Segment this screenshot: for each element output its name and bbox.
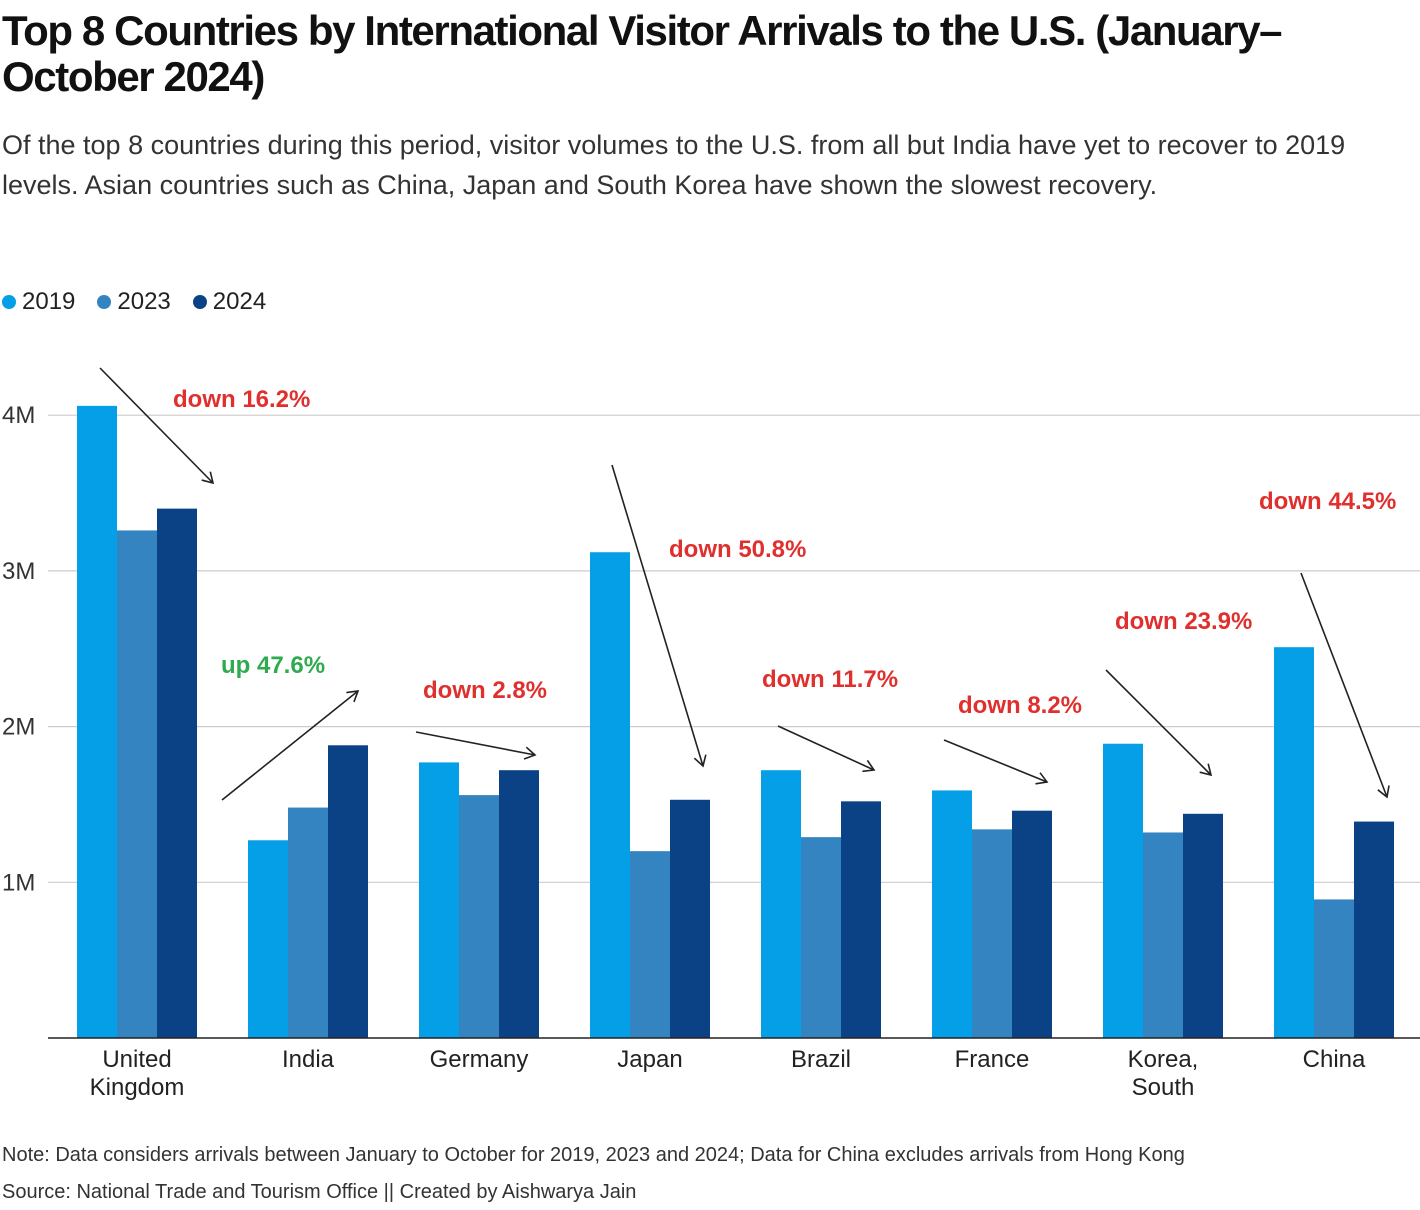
x-label-france: France: [955, 1046, 1030, 1073]
bar-korea-south-2019: [1103, 743, 1143, 1038]
bar-germany-2019: [419, 762, 459, 1038]
change-arrow-germany: [415, 731, 537, 760]
bar-japan-2024: [670, 799, 710, 1038]
legend-item-2023: 2023: [97, 288, 171, 316]
change-arrow-korea-south: [1105, 669, 1213, 777]
chart-note: Note: Data considers arrivals between Ja…: [2, 1144, 1185, 1166]
legend-label-2023: 2023: [117, 288, 171, 315]
bar-germany-2024: [499, 770, 539, 1038]
legend-label-2019: 2019: [22, 288, 76, 315]
bar-brazil-2019: [761, 770, 801, 1038]
change-label-japan: down 50.8%: [669, 536, 806, 563]
bar-united-kingdom-2019: [77, 405, 117, 1038]
bar-brazil-2023: [801, 837, 841, 1038]
change-arrow-japan: [611, 464, 707, 768]
change-label-korea-south: down 23.9%: [1115, 608, 1252, 635]
x-label-united-kingdom: United Kingdom: [90, 1046, 185, 1101]
x-label-brazil: Brazil: [791, 1046, 851, 1073]
y-tick-label-1m: 1M: [2, 869, 35, 896]
bar-united-kingdom-2024: [157, 508, 197, 1038]
change-arrow-united-kingdom: [99, 367, 215, 485]
bar-china-2024: [1354, 821, 1394, 1038]
bar-korea-south-2024: [1183, 813, 1223, 1038]
x-label-india: India: [282, 1046, 335, 1073]
legend-label-2024: 2024: [212, 288, 267, 315]
y-tick-label-3m: 3M: [2, 558, 35, 585]
bar-japan-2023: [630, 851, 670, 1038]
change-label-united-kingdom: down 16.2%: [173, 386, 310, 413]
bar-china-2023: [1314, 899, 1354, 1038]
change-label-china: down 44.5%: [1259, 488, 1396, 515]
x-label-germany: Germany: [430, 1046, 529, 1073]
legend: 2019 2023 2024: [2, 286, 288, 318]
y-tick-label-4m: 4M: [2, 402, 35, 429]
bar-india-2024: [328, 745, 368, 1038]
bar-france-2019: [932, 790, 972, 1038]
change-arrow-france: [943, 739, 1049, 785]
bar-chart: 1M 2M 3M 4M United Kingdom India Germany Japan Br…: [2, 367, 1420, 1101]
chart-source: Source: National Trade and Tourism Offic…: [2, 1181, 637, 1203]
bar-china-2019: [1274, 647, 1314, 1038]
bar-india-2023: [288, 807, 328, 1038]
change-label-brazil: down 11.7%: [762, 666, 898, 693]
bar-germany-2023: [459, 795, 499, 1038]
chart-subtitle: Of the top 8 countries during this perio…: [2, 130, 1346, 200]
change-label-india: up 47.6%: [221, 652, 325, 679]
bar-japan-2019: [590, 552, 630, 1038]
chart-title: Top 8 Countries by International Visitor…: [2, 7, 1283, 100]
change-label-france: down 8.2%: [958, 692, 1082, 719]
change-arrow-brazil: [777, 725, 876, 773]
legend-item-2024: 2024: [192, 288, 267, 316]
x-label-china: China: [1303, 1046, 1366, 1073]
bar-india-2019: [248, 840, 288, 1038]
x-label-korea-south: Korea, South: [1128, 1046, 1199, 1101]
bar-france-2024: [1012, 810, 1052, 1038]
legend-item-2019: 2019: [2, 288, 75, 316]
y-tick-label-2m: 2M: [2, 714, 35, 741]
bar-brazil-2024: [841, 801, 881, 1038]
legend-swatch-2024: [192, 295, 207, 309]
change-arrow-china: [1300, 572, 1390, 799]
change-label-germany: down 2.8%: [423, 677, 547, 704]
legend-swatch-2019: [2, 295, 16, 309]
change-arrow-india: [221, 690, 360, 801]
bar-korea-south-2023: [1143, 832, 1183, 1038]
legend-swatch-2023: [97, 295, 112, 309]
bar-united-kingdom-2023: [117, 530, 157, 1038]
x-label-japan: Japan: [617, 1046, 682, 1073]
bar-france-2023: [972, 829, 1012, 1038]
